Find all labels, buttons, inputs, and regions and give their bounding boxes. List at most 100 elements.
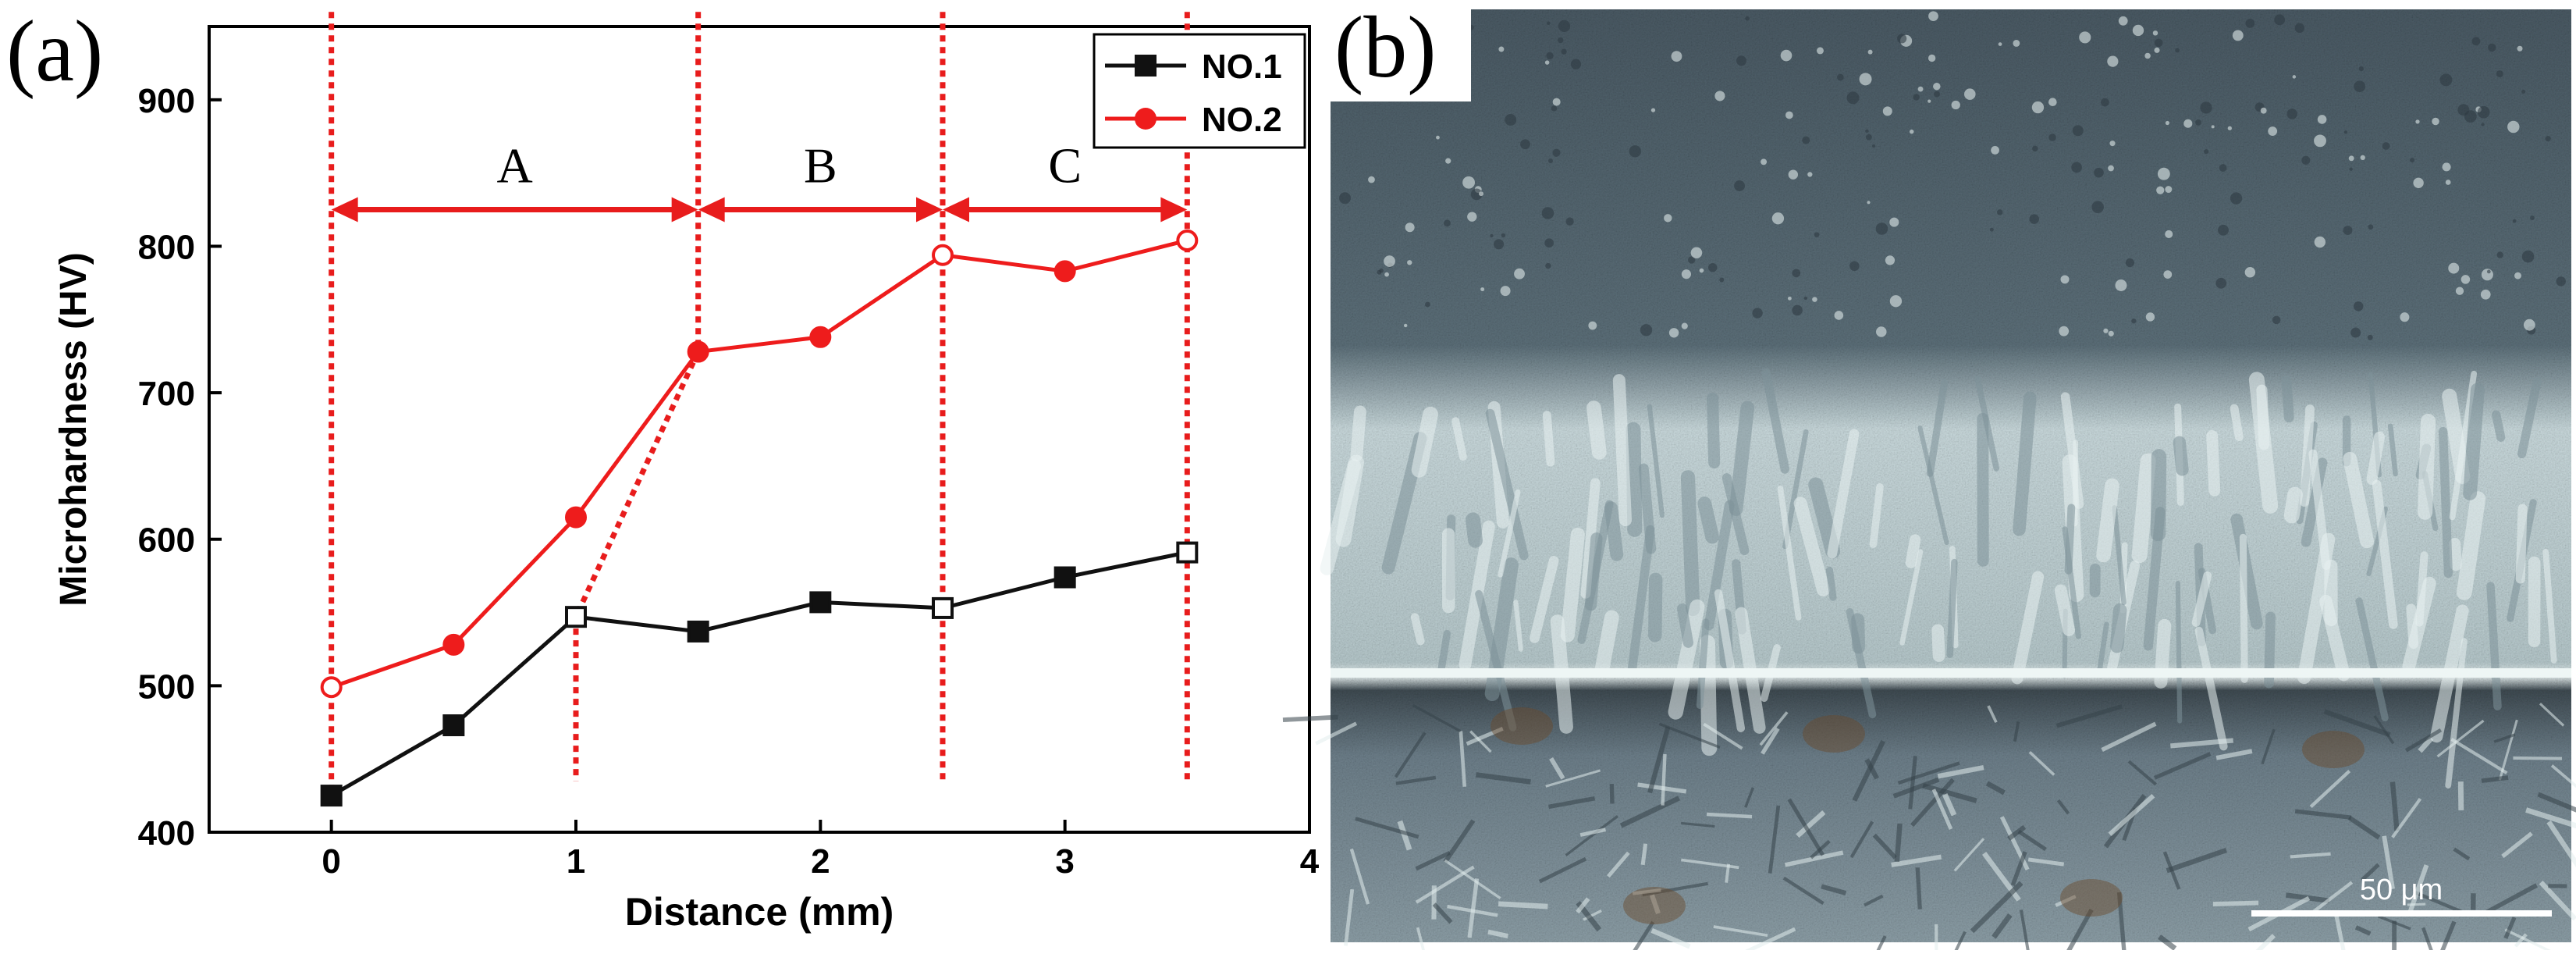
x-tick-label: 2 xyxy=(811,842,830,881)
data-point-no1 xyxy=(1056,568,1075,587)
y-axis-label: Microhardness (HV) xyxy=(53,252,94,606)
grain-speck xyxy=(1545,60,1550,65)
region-arrow-head-left xyxy=(698,198,725,222)
dendrite-arm xyxy=(1442,528,1455,613)
panel-b-micrograph: (b) 50 μm xyxy=(1283,0,2576,950)
needle-texture xyxy=(1663,754,1665,806)
needle-texture xyxy=(1707,814,1752,817)
grain-speck xyxy=(2343,226,2353,235)
region-label-c: C xyxy=(1048,138,1082,194)
legend-marker-no2 xyxy=(1135,108,1157,130)
grain-speck xyxy=(2461,275,2471,284)
grain-speck xyxy=(2109,331,2114,336)
grain-speck xyxy=(1544,238,1554,247)
panel-a-label: (a) xyxy=(6,3,103,100)
x-tick-label: 0 xyxy=(322,842,340,881)
grain-speck xyxy=(2361,155,2365,160)
grain-speck xyxy=(1719,278,1724,283)
grain-speck xyxy=(2446,180,2451,185)
grain-speck xyxy=(2415,119,2419,123)
grain-speck xyxy=(2103,329,2108,333)
grain-speck xyxy=(2318,115,2327,124)
grain-speck xyxy=(1629,145,1641,157)
grain-speck xyxy=(2314,134,2326,147)
grain-speck xyxy=(1734,180,1745,191)
grain-speck xyxy=(2349,155,2354,161)
grain-speck xyxy=(1933,83,1940,90)
grain-speck xyxy=(1514,269,1525,279)
etch-spot xyxy=(1803,715,1865,753)
grain-speck xyxy=(1640,324,1652,336)
legend-label-no2: NO.2 xyxy=(1202,101,1282,139)
etch-spot xyxy=(1623,887,1686,924)
grain-speck xyxy=(2133,25,2144,36)
needle-texture xyxy=(2213,903,2258,905)
grain-speck xyxy=(1772,212,1784,224)
grain-speck xyxy=(1928,100,1931,103)
grain-speck xyxy=(1990,228,1994,232)
y-tick-label: 700 xyxy=(138,375,195,413)
grain-speck xyxy=(2059,326,2069,336)
grain-speck xyxy=(1700,269,1704,273)
grain-speck xyxy=(1479,191,1483,196)
grain-speck xyxy=(2359,66,2364,71)
grain-speck xyxy=(1865,130,1868,133)
grain-speck xyxy=(1498,47,1504,52)
grain-speck xyxy=(2101,98,2109,107)
x-tick-label: 3 xyxy=(1055,842,1074,881)
data-point-no1 xyxy=(444,716,463,735)
grain-speck xyxy=(2354,80,2365,92)
dendrite-arm xyxy=(1851,613,1866,653)
grain-speck xyxy=(1876,222,1888,235)
data-point-no1 xyxy=(567,607,585,626)
grain-speck xyxy=(2488,44,2496,52)
grain-speck xyxy=(1785,112,1793,119)
grain-speck xyxy=(2513,219,2517,223)
legend-marker-no1 xyxy=(1135,55,1157,77)
grain-speck xyxy=(1928,11,1938,21)
grain-speck xyxy=(1682,323,1688,329)
grain-speck xyxy=(1918,87,1924,92)
grain-speck xyxy=(1781,50,1793,62)
grain-speck xyxy=(1664,214,1672,222)
grain-speck xyxy=(2478,106,2490,119)
grain-speck xyxy=(1837,74,1844,81)
grain-speck xyxy=(1651,108,1655,112)
grain-speck xyxy=(2368,224,2373,230)
data-point-no2 xyxy=(1178,231,1196,250)
etch-spot xyxy=(1491,707,1553,745)
grain-speck xyxy=(2144,53,2151,59)
legend-label-no1: NO.1 xyxy=(1202,48,1282,86)
grain-speck xyxy=(2350,168,2353,171)
grain-speck xyxy=(2107,56,2118,67)
grain-speck xyxy=(1571,59,1581,69)
grain-speck xyxy=(1835,311,1844,320)
grain-speck xyxy=(2382,142,2390,150)
grain-speck xyxy=(2233,30,2244,41)
grain-speck xyxy=(1545,263,1551,269)
x-tick-label: 1 xyxy=(567,842,585,881)
grain-speck xyxy=(1377,270,1381,275)
grain-speck xyxy=(1546,52,1553,59)
x-axis-label: Distance (mm) xyxy=(625,890,894,934)
grain-speck xyxy=(1425,302,1430,308)
needle-texture xyxy=(1283,717,1338,721)
grain-speck xyxy=(1847,91,1860,104)
dendrite-arm xyxy=(2528,557,2541,647)
grain-speck xyxy=(1789,169,1798,179)
data-point-no2 xyxy=(567,508,585,527)
grain-speck xyxy=(2154,48,2159,53)
grain-speck xyxy=(2091,201,2104,213)
grain-speck xyxy=(2315,237,2326,247)
grain-speck xyxy=(2274,14,2285,25)
grain-speck xyxy=(1558,20,1570,32)
grain-speck xyxy=(2108,166,2114,172)
grain-speck xyxy=(2153,30,2158,35)
grain-speck xyxy=(1807,172,1812,176)
grain-speck xyxy=(1547,22,1550,25)
grain-speck xyxy=(1520,139,1530,149)
grain-speck xyxy=(1714,91,1725,101)
series-line-no2 xyxy=(332,240,1188,687)
